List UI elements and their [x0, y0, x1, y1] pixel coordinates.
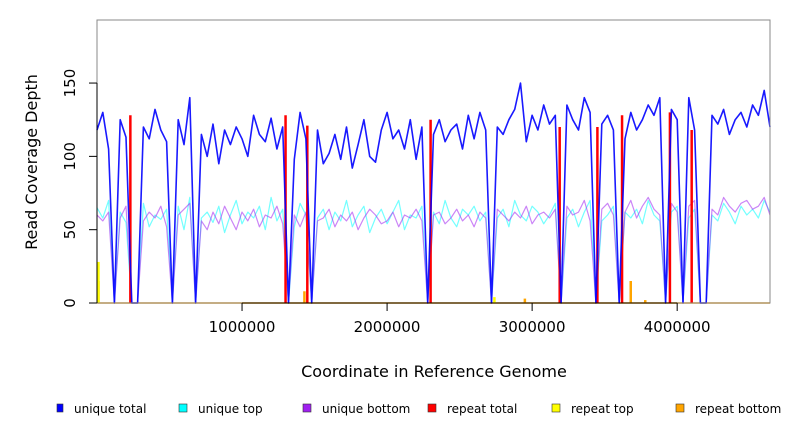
legend-label-repeat-bottom: repeat bottom	[695, 402, 781, 416]
x-axis-label: Coordinate in Reference Genome	[301, 362, 567, 381]
y-tick-label: 100	[61, 142, 79, 171]
y-tick-label: 0	[61, 298, 79, 308]
legend-swatch-repeat-top	[551, 403, 561, 413]
legend-label-unique-top: unique top	[198, 402, 263, 416]
legend-swatch-unique-bottom	[302, 403, 312, 413]
legend-label-unique-total: unique total	[74, 402, 146, 416]
legend-swatch-repeat-total	[427, 403, 437, 413]
x-tick-label: 1000000	[209, 318, 276, 336]
legend: unique total unique top unique bottom repea…	[56, 402, 781, 416]
legend-swatch-unique-total	[56, 403, 64, 413]
y-axis-label: Read Coverage Depth	[22, 74, 41, 250]
legend-swatch-repeat-bottom	[675, 403, 685, 413]
x-tick-label: 3000000	[499, 318, 566, 336]
y-tick-label: 50	[61, 220, 79, 239]
series-unique-total-line	[96, 82, 771, 304]
y-tick-label: 150	[61, 69, 79, 98]
series-unique-top-line	[96, 196, 771, 304]
legend-swatch-unique-top	[178, 403, 188, 413]
x-axis: 1000000 2000000 3000000 4000000	[209, 302, 711, 336]
plot-lines	[96, 82, 771, 304]
series-unique-bottom-line	[96, 196, 771, 304]
x-tick-label: 4000000	[644, 318, 711, 336]
legend-label-repeat-total: repeat total	[447, 402, 517, 416]
legend-label-repeat-top: repeat top	[571, 402, 634, 416]
y-axis: 0 50 100 150	[61, 69, 98, 308]
x-tick-label: 2000000	[354, 318, 421, 336]
legend-label-unique-bottom: unique bottom	[322, 402, 410, 416]
